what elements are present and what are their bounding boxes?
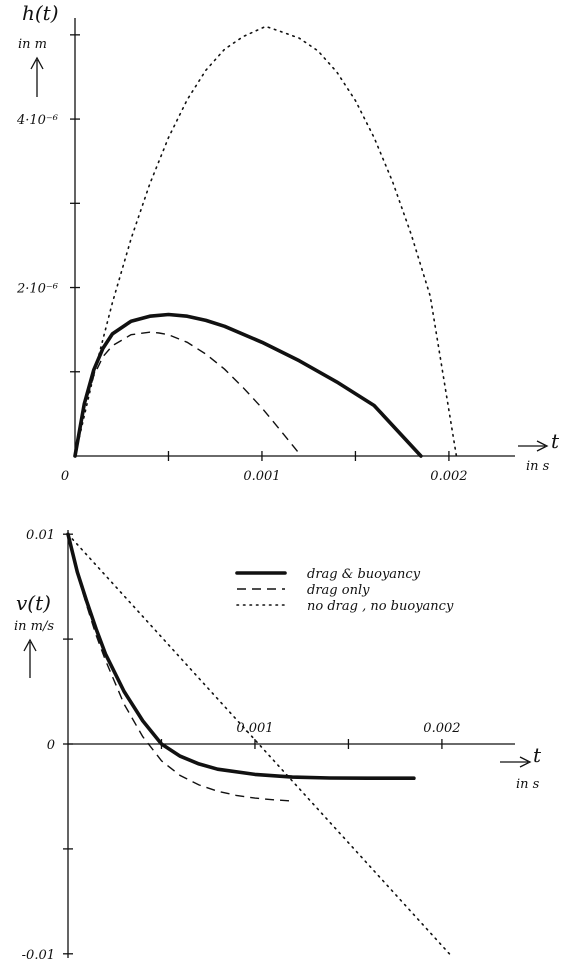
v-y-axis-label: v(t) in m/s <box>14 591 54 678</box>
v-series-solid <box>66 532 416 780</box>
h-x-axis-label: t in s <box>518 429 560 474</box>
h-ylabel-unit: in m <box>18 37 47 52</box>
h-y-tick-labels: 2·10⁻⁶ 4·10⁻⁶ <box>16 113 58 296</box>
h-xtick-label-0: 0 <box>61 469 69 484</box>
v-x-tick-labels: 0.001 0.002 <box>236 721 460 736</box>
v-ylabel-unit: in m/s <box>14 619 54 634</box>
legend-label-no-drag: no drag , no buoyancy <box>307 599 454 614</box>
h-xlabel: t <box>551 429 560 453</box>
h-x-tick-labels: 0 0.001 0.002 <box>61 469 468 484</box>
h-x-ticks <box>167 451 450 461</box>
h-xlabel-arrowhead <box>536 440 549 452</box>
h-ytick-label-1: 4·10⁻⁶ <box>16 113 58 128</box>
v-xtick-label-1: 0.002 <box>423 721 460 736</box>
h-xtick-label-2: 0.002 <box>430 469 467 484</box>
h-series-dotted <box>74 25 458 457</box>
v-xlabel: t <box>533 743 542 767</box>
v-series-dashed <box>67 534 295 802</box>
v-x-axis-label: t in s <box>500 743 542 792</box>
v-ylabel: v(t) <box>16 591 51 615</box>
chart-velocity: v(t) in m/s 0.01 0 -0.01 0.001 0.002 t in s… <box>14 528 542 963</box>
h-series-solid <box>73 312 423 458</box>
v-ytick-label-1: 0 <box>47 738 55 753</box>
h-ylabel-arrowhead <box>30 56 44 70</box>
legend-label-drag-only: drag only <box>307 583 370 598</box>
v-ytick-label-0: 0.01 <box>26 528 55 543</box>
h-series-dashed <box>74 331 302 457</box>
v-xlabel-arrowhead <box>519 756 532 768</box>
h-series-group <box>73 25 458 458</box>
h-ylabel: h(t) <box>22 1 59 25</box>
h-y-axis-label: h(t) in m <box>18 1 59 97</box>
h-xtick-label-1: 0.001 <box>243 469 280 484</box>
h-xlabel-unit: in s <box>526 459 550 474</box>
v-xlabel-unit: in s <box>516 777 540 792</box>
legend-label-drag-buoyancy: drag & buoyancy <box>307 567 421 582</box>
h-ytick-label-0: 2·10⁻⁶ <box>16 282 58 297</box>
chart-height: h(t) in m 2·10⁻⁶ 4·10⁻⁶ 0 0.001 0.002 t in … <box>16 1 560 484</box>
h-y-ticks <box>70 34 80 373</box>
v-ytick-label-2: -0.01 <box>22 948 55 963</box>
v-xtick-label-0: 0.001 <box>236 721 273 736</box>
v-series-group <box>66 532 451 955</box>
v-ylabel-arrowhead <box>23 638 37 652</box>
legend: drag & buoyancy drag only no drag , no b… <box>235 567 454 614</box>
v-y-tick-labels: 0.01 0 -0.01 <box>22 528 55 963</box>
v-y-ticks <box>63 533 73 955</box>
